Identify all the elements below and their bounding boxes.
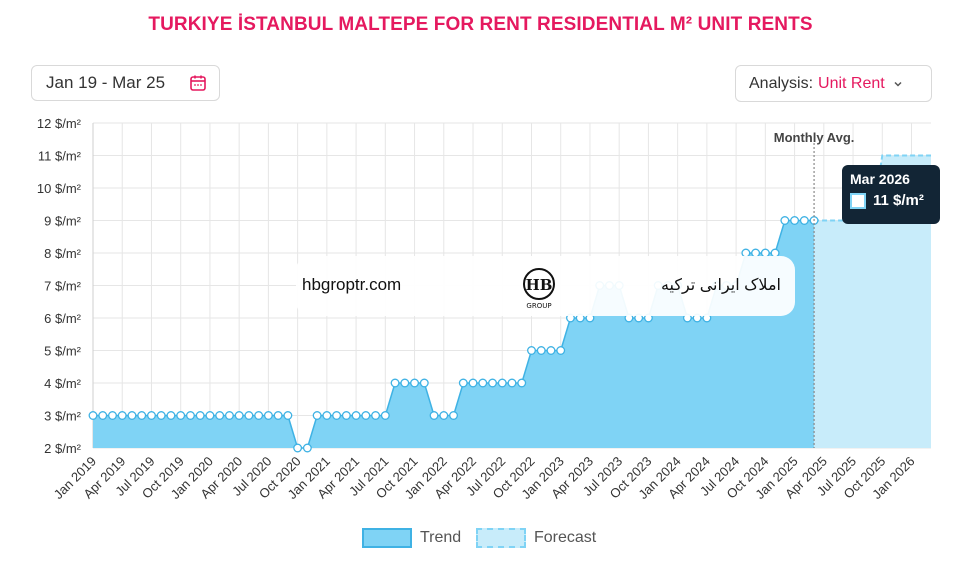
trend-point xyxy=(380,411,390,420)
legend-swatch-trend xyxy=(362,528,412,548)
trend-point xyxy=(536,346,546,355)
legend-item-trend[interactable]: Trend xyxy=(362,528,461,548)
trend-point xyxy=(215,411,225,420)
trend-point xyxy=(478,378,488,388)
trend-point xyxy=(400,378,410,388)
trend-point xyxy=(156,411,166,420)
trend-point xyxy=(429,411,439,420)
trend-point xyxy=(254,411,264,420)
watermark-banner: hbgroptr.com HB GROUP املاک ایرانی ترکیه xyxy=(296,256,795,316)
trend-point xyxy=(449,411,458,420)
trend-point xyxy=(332,411,342,420)
trend-point xyxy=(390,378,400,388)
y-tick-label: 10 $/m² xyxy=(37,181,82,196)
area-chart: 2 $/m² 3 $/m² 4 $/m² 5 $/m² 6 $/m² 7 $/m² 8 $/… xyxy=(37,116,931,502)
analysis-value: Unit Rent xyxy=(818,74,885,92)
trend-point xyxy=(458,378,468,388)
monthly-avg-annotation: Monthly Avg. xyxy=(774,130,855,145)
date-range-picker[interactable]: Jan 19 - Mar 25 xyxy=(31,65,220,101)
trend-point xyxy=(780,216,790,225)
tooltip-value: 11 $/m² xyxy=(873,192,924,209)
trend-point xyxy=(341,411,351,420)
legend-label-forecast: Forecast xyxy=(534,529,597,546)
trend-point xyxy=(147,411,156,420)
trend-point xyxy=(244,411,254,420)
hb-group-logo: HB GROUP xyxy=(523,268,555,310)
logo-text: HB xyxy=(526,276,553,294)
legend-item-forecast[interactable]: Forecast xyxy=(476,528,596,548)
trend-point xyxy=(98,411,108,420)
y-tick-label: 12 $/m² xyxy=(37,116,82,131)
analysis-dropdown[interactable]: Analysis: Unit Rent xyxy=(735,65,932,102)
watermark-site-text: hbgroptr.com xyxy=(302,275,402,294)
trend-point xyxy=(517,378,527,388)
trend-point xyxy=(556,346,566,355)
trend-area xyxy=(93,220,815,448)
trend-point xyxy=(234,411,244,420)
trend-point xyxy=(546,346,556,355)
trend-point xyxy=(497,378,507,388)
y-tick-label: 2 $/m² xyxy=(44,441,82,456)
trend-point xyxy=(293,443,303,453)
trend-point xyxy=(507,378,517,388)
watermark-persian-text: املاک ایرانی ترکیه xyxy=(660,277,781,294)
trend-point xyxy=(185,411,195,420)
trend-point xyxy=(127,411,137,420)
y-tick-label: 9 $/m² xyxy=(44,214,82,229)
legend-swatch-forecast xyxy=(476,528,526,548)
y-tick-label: 11 $/m² xyxy=(38,149,82,164)
chart-legend: Trend Forecast xyxy=(0,528,961,554)
tooltip-swatch xyxy=(850,192,866,209)
trend-point xyxy=(410,378,420,388)
logo-sub-text: GROUP xyxy=(526,302,551,310)
trend-point xyxy=(799,216,809,225)
trend-point xyxy=(283,411,293,420)
trend-point xyxy=(117,411,127,420)
y-tick-label: 6 $/m² xyxy=(44,311,82,326)
calendar-icon xyxy=(190,75,206,91)
y-tick-label: 7 $/m² xyxy=(44,279,82,294)
trend-point xyxy=(88,411,98,420)
chevron-down-icon xyxy=(894,81,902,87)
trend-point xyxy=(205,411,215,420)
tooltip-title: Mar 2026 xyxy=(850,171,910,187)
trend-point xyxy=(224,411,234,420)
trend-point xyxy=(322,411,332,420)
trend-point xyxy=(195,411,205,420)
trend-point xyxy=(137,411,147,420)
trend-point xyxy=(176,411,186,420)
trend-point xyxy=(790,216,800,225)
y-tick-label: 4 $/m² xyxy=(44,376,82,391)
trend-point xyxy=(419,378,429,388)
trend-point xyxy=(263,411,273,420)
chart-title: TURKIYE İSTANBUL MALTEPE FOR RENT RESIDE… xyxy=(148,14,813,35)
trend-point xyxy=(371,411,381,420)
trend-point xyxy=(166,411,176,420)
y-tick-label: 8 $/m² xyxy=(44,246,82,261)
date-range-label: Jan 19 - Mar 25 xyxy=(46,73,166,92)
trend-point xyxy=(488,378,497,388)
trend-point xyxy=(527,346,536,355)
trend-point xyxy=(468,378,478,388)
analysis-label: Analysis: xyxy=(749,74,814,92)
forecast-area xyxy=(814,155,931,448)
trend-point xyxy=(108,411,117,420)
trend-point xyxy=(273,411,283,420)
trend-point xyxy=(439,411,449,420)
trend-point xyxy=(312,411,322,420)
trend-point xyxy=(351,411,361,420)
chart-tooltip: Mar 2026 11 $/m² xyxy=(842,165,940,224)
legend-label-trend: Trend xyxy=(420,529,462,546)
trend-point xyxy=(302,443,312,453)
y-tick-label: 5 $/m² xyxy=(44,344,82,359)
y-tick-label: 3 $/m² xyxy=(44,409,82,424)
trend-point xyxy=(361,411,371,420)
